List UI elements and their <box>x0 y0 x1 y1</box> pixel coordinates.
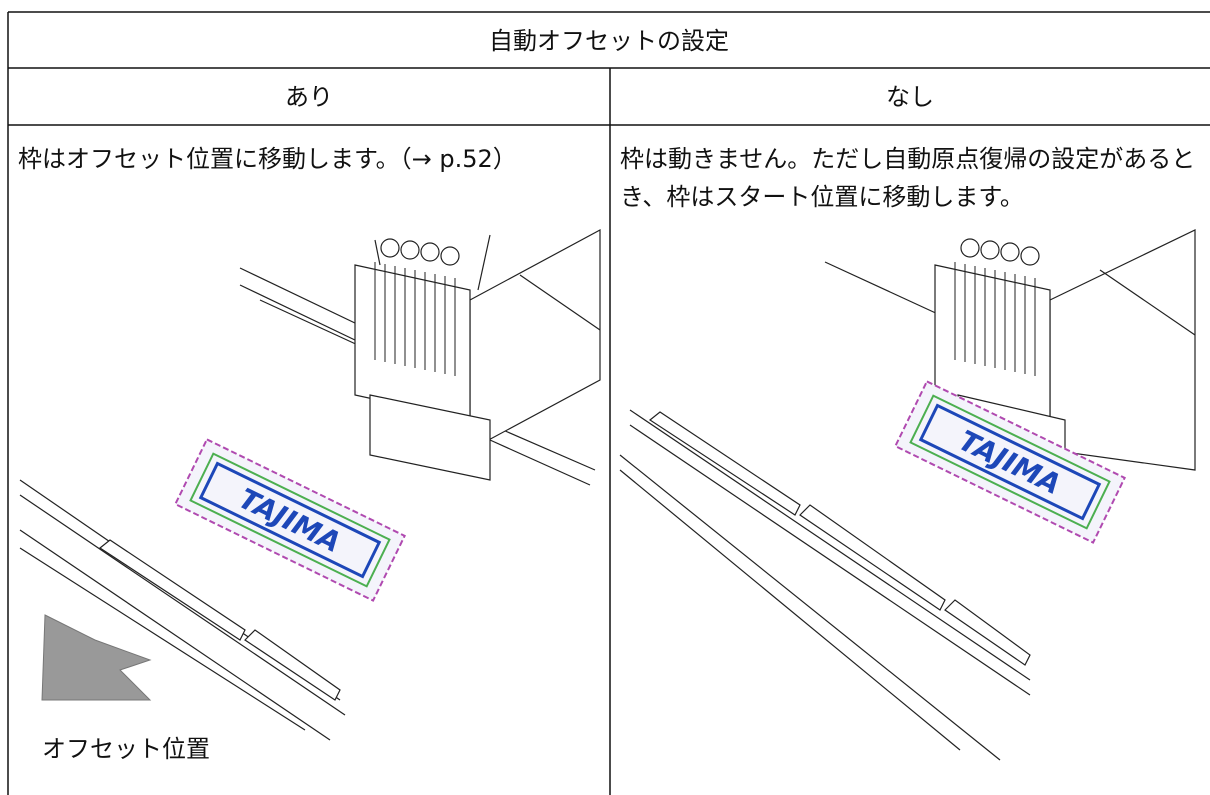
table-title: 自動オフセットの設定 <box>489 27 729 55</box>
offset-label: オフセット位置 <box>42 735 210 763</box>
cell-text: 枠はオフセット位置に移動します。（→ p.52） <box>18 145 517 173</box>
offset-arrow <box>41 614 152 701</box>
left-patch: TAJIMA <box>174 438 406 602</box>
table-borders <box>7 11 1210 795</box>
column-header: あり <box>285 83 333 111</box>
cell-text: 枠は動きません。ただし自動原点復帰の設定があるとき、枠はスタート位置に移動します… <box>620 145 1196 211</box>
column-header: なし <box>886 83 934 111</box>
left-machine <box>19 228 601 741</box>
